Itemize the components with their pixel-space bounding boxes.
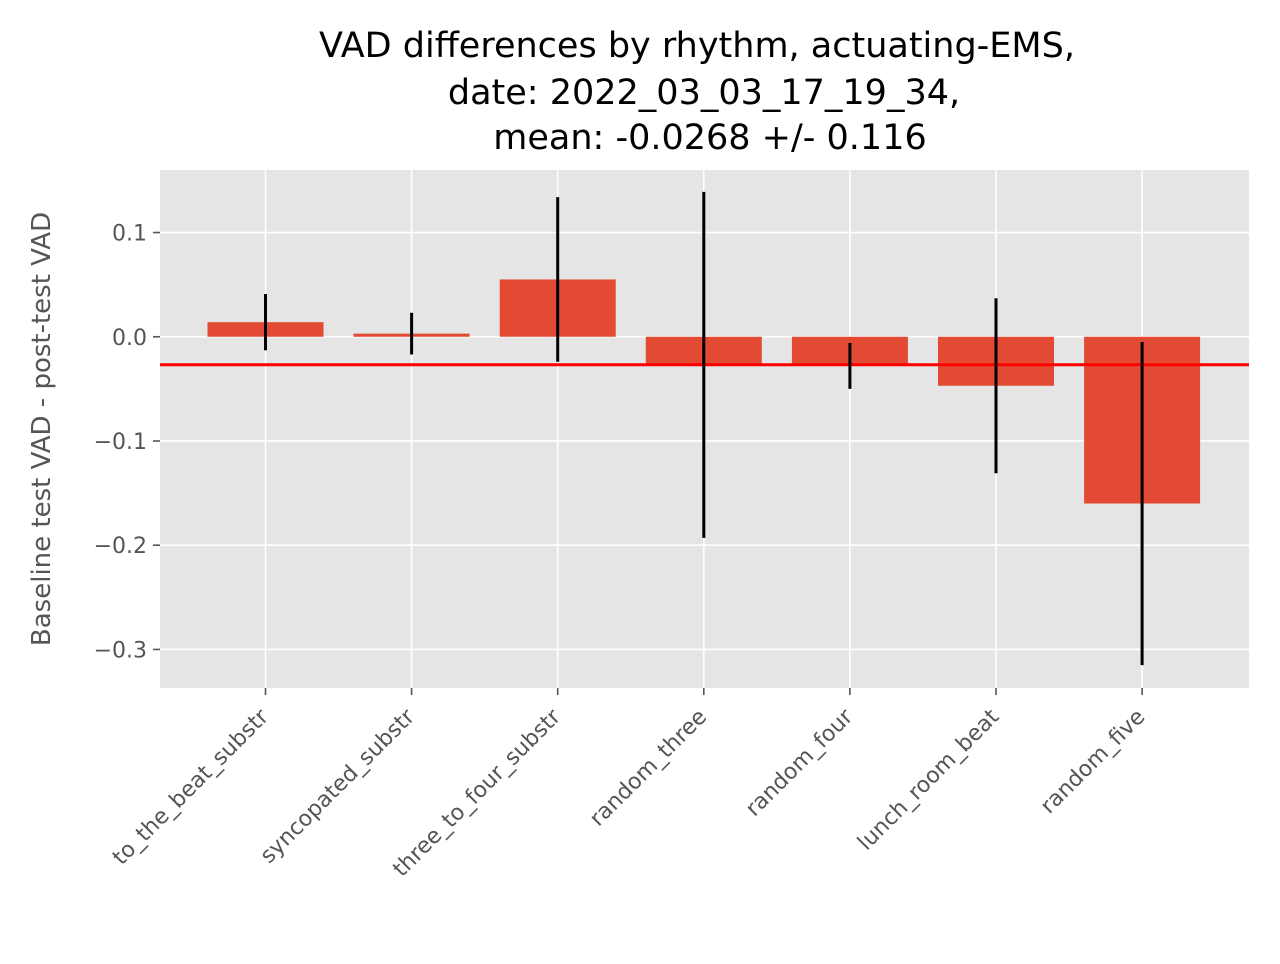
chart-title-line-2: date: 2022_03_03_17_19_34, xyxy=(448,73,960,113)
chart-title-line-3: mean: -0.0268 +/- 0.116 xyxy=(493,118,926,158)
y-tick-label: 0.0 xyxy=(112,326,147,351)
y-tick-label: −0.2 xyxy=(94,534,147,559)
error-bars-layer xyxy=(264,191,1144,666)
chart-title-line-1: VAD differences by rhythm, actuating-EMS… xyxy=(319,26,1075,66)
y-tick-label: 0.1 xyxy=(112,222,147,247)
y-tick-label: −0.3 xyxy=(94,638,147,663)
y-axis: 0.1 0.0 −0.1 −0.2 −0.3 xyxy=(94,222,160,663)
y-tick-label: −0.1 xyxy=(94,430,147,455)
y-axis-label: Baseline test VAD - post-test VAD xyxy=(27,212,57,646)
